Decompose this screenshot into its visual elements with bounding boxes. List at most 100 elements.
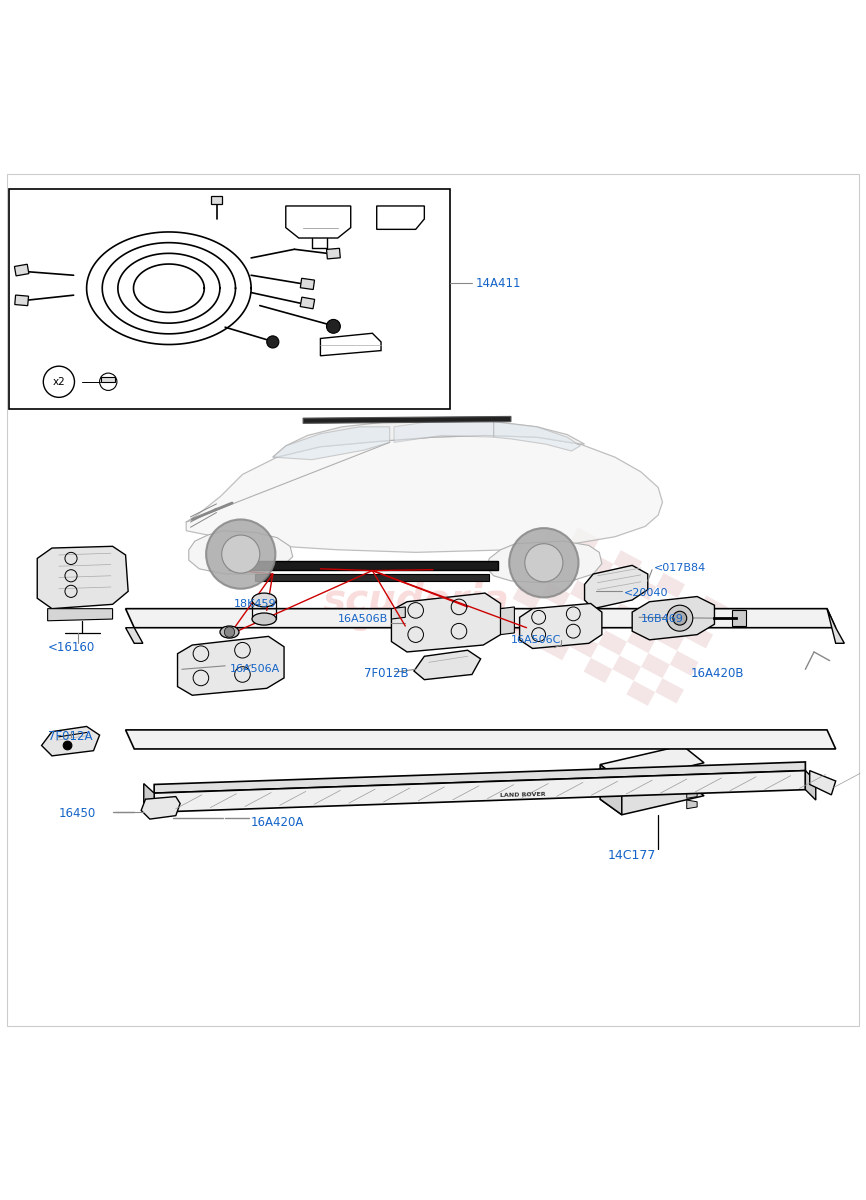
Polygon shape [42, 726, 100, 756]
Polygon shape [126, 628, 143, 643]
Polygon shape [394, 420, 494, 443]
Polygon shape [154, 770, 805, 812]
Bar [598, 630, 627, 655]
Circle shape [224, 626, 235, 637]
Text: 16A506A: 16A506A [229, 665, 280, 674]
Bar [656, 625, 684, 650]
Bar [613, 550, 643, 575]
Bar [571, 527, 599, 552]
Polygon shape [189, 530, 293, 574]
Polygon shape [301, 298, 314, 308]
Polygon shape [600, 785, 609, 796]
Bar [669, 650, 699, 676]
Text: <16160: <16160 [48, 641, 95, 654]
Polygon shape [186, 436, 662, 552]
Text: scuderia: scuderia [322, 581, 509, 619]
Polygon shape [301, 278, 314, 289]
Polygon shape [48, 608, 113, 620]
Bar [626, 680, 656, 706]
Polygon shape [391, 607, 405, 619]
Polygon shape [141, 797, 180, 820]
Polygon shape [487, 541, 602, 583]
Circle shape [63, 742, 72, 750]
Circle shape [206, 520, 275, 589]
Bar [656, 678, 684, 703]
Polygon shape [391, 593, 501, 652]
Polygon shape [273, 420, 585, 457]
Circle shape [222, 535, 260, 574]
Polygon shape [414, 650, 481, 679]
Polygon shape [732, 611, 746, 626]
Polygon shape [600, 764, 622, 815]
Circle shape [673, 611, 687, 625]
Polygon shape [501, 607, 514, 635]
Text: 7F012A: 7F012A [48, 731, 92, 743]
Circle shape [509, 528, 578, 598]
Text: <20040: <20040 [624, 588, 668, 598]
Text: 18K459: 18K459 [234, 599, 276, 610]
Bar [613, 602, 642, 628]
Bar [585, 605, 613, 630]
Bar [527, 610, 555, 635]
Polygon shape [178, 636, 284, 695]
Polygon shape [687, 790, 697, 798]
Polygon shape [101, 377, 115, 382]
Bar [498, 612, 527, 637]
Bar [642, 600, 670, 625]
Bar [541, 582, 570, 607]
Bar [540, 635, 570, 660]
Text: 14C177: 14C177 [608, 848, 656, 862]
Polygon shape [15, 295, 29, 306]
Polygon shape [303, 416, 511, 424]
Polygon shape [15, 264, 29, 276]
Polygon shape [273, 427, 390, 460]
Bar [527, 557, 556, 582]
Polygon shape [687, 800, 697, 809]
Bar [570, 580, 598, 605]
Text: 16A506C: 16A506C [511, 635, 561, 644]
Bar [699, 595, 727, 620]
Bar [670, 598, 699, 623]
Bar [641, 653, 669, 678]
Bar [598, 577, 628, 602]
Polygon shape [600, 776, 609, 787]
Polygon shape [810, 770, 836, 794]
Text: 7F012B: 7F012B [364, 667, 409, 680]
Polygon shape [210, 196, 222, 204]
Polygon shape [229, 562, 498, 570]
Ellipse shape [252, 593, 276, 607]
Bar [656, 572, 685, 598]
Polygon shape [520, 604, 602, 648]
Circle shape [667, 605, 693, 631]
Polygon shape [600, 780, 704, 815]
Bar [555, 607, 585, 632]
Polygon shape [632, 596, 714, 640]
Bar [684, 623, 713, 648]
Polygon shape [326, 248, 340, 259]
Text: 14A411: 14A411 [475, 276, 521, 289]
Text: 16450: 16450 [59, 806, 96, 820]
Ellipse shape [220, 626, 239, 638]
Text: c          parts: c parts [350, 605, 585, 638]
Polygon shape [805, 770, 816, 800]
Polygon shape [494, 421, 580, 451]
Polygon shape [126, 730, 836, 749]
Text: LAND ROVER: LAND ROVER [501, 792, 546, 798]
Circle shape [525, 544, 563, 582]
Circle shape [326, 319, 340, 334]
Bar [570, 632, 598, 658]
Circle shape [267, 336, 279, 348]
Bar [585, 552, 613, 577]
Bar [584, 658, 612, 683]
Polygon shape [827, 608, 844, 643]
Bar [556, 554, 585, 580]
Polygon shape [600, 768, 609, 779]
Bar [612, 655, 641, 680]
Bar [542, 529, 571, 554]
Polygon shape [687, 779, 697, 788]
Bar [513, 584, 541, 610]
Text: 16A420B: 16A420B [691, 667, 745, 680]
Text: 16B469: 16B469 [641, 614, 684, 624]
Polygon shape [255, 574, 489, 581]
Polygon shape [585, 565, 648, 608]
